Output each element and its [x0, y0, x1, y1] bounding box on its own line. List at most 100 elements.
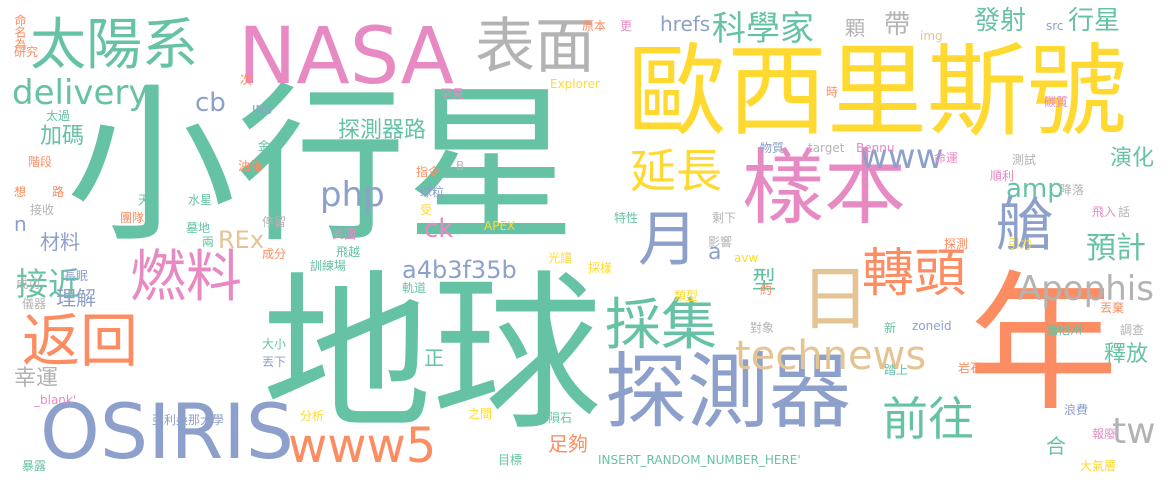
word: 成分 — [262, 247, 287, 261]
word: 加碼 — [40, 124, 85, 149]
word: 話 — [1118, 205, 1131, 219]
word: 新 — [884, 321, 897, 335]
word: 太陽系 — [30, 13, 198, 78]
word: 軌道 — [402, 281, 427, 295]
word: 飛入 — [1092, 205, 1117, 219]
word: 歐西里斯號 — [627, 33, 1127, 150]
word: 之間 — [468, 407, 493, 421]
word: www — [860, 137, 944, 177]
word: 理解 — [56, 286, 96, 310]
word: 合 — [1046, 434, 1066, 458]
word: delivery — [12, 73, 149, 113]
word: 命運 — [934, 151, 959, 165]
word: 亞利桑那大學 — [152, 413, 225, 427]
word: hrefs — [660, 12, 711, 36]
word: 引力 — [1008, 237, 1033, 251]
word: 訓練場 — [310, 259, 347, 273]
word: 碳質 — [1044, 95, 1069, 109]
word: 顆 — [845, 16, 865, 40]
word: ck — [424, 214, 454, 244]
word: 小行星 — [66, 68, 577, 266]
word: php — [320, 175, 385, 215]
word: 接收 — [30, 203, 55, 217]
word: avw — [734, 251, 759, 265]
word: 預計 — [1086, 231, 1146, 266]
word: 降落 — [1060, 183, 1085, 197]
word: 調查 — [1120, 323, 1145, 337]
word: 丟下 — [262, 355, 287, 369]
word: 暴露 — [22, 459, 47, 473]
word: 採樣 — [588, 261, 613, 275]
word: 影響 — [708, 235, 733, 249]
word: 太過 — [46, 109, 71, 123]
word: 目標 — [498, 453, 523, 467]
word: 採集 — [605, 293, 717, 358]
word: zoneid — [912, 319, 952, 333]
word: 足夠 — [548, 432, 588, 456]
word: 踏上 — [884, 363, 909, 377]
word: 正 — [424, 346, 444, 370]
word: 月 — [638, 205, 698, 275]
word: 探測 — [944, 237, 969, 251]
word: 型 — [752, 266, 776, 294]
word: 次 — [240, 73, 253, 87]
word: 約 — [760, 283, 773, 297]
word: OSIRIS — [40, 387, 294, 476]
word: 分析 — [300, 409, 325, 423]
word: 研究 — [14, 45, 39, 59]
word: Explorer — [550, 77, 600, 91]
word: a — [708, 240, 722, 265]
word: 長眠 — [64, 269, 89, 283]
word: 物質 — [760, 141, 785, 155]
word: 美國 — [332, 227, 357, 241]
word: 路 — [52, 185, 65, 199]
word: 探測器路 — [338, 118, 427, 143]
word: 釋放 — [1104, 342, 1149, 367]
word: 樣本 — [742, 141, 907, 236]
word: a4b3f35b — [402, 256, 517, 284]
word: 延長 — [630, 144, 722, 198]
word: 科學家 — [712, 9, 814, 49]
word: 油箱 — [238, 159, 263, 173]
word: _blank' — [34, 393, 77, 407]
word: 艙 — [996, 191, 1055, 259]
word: Apophis — [1018, 269, 1154, 309]
word: 探測器 — [605, 345, 852, 440]
word: www5 — [288, 418, 437, 474]
word: 金星 — [258, 139, 283, 153]
word: 材料 — [40, 230, 80, 254]
word: INSERT_RANDOM_NUMBER_HERE' — [598, 453, 801, 467]
word: 行星 — [1068, 6, 1121, 36]
word: 岩石 — [958, 361, 983, 375]
word: 特性 — [614, 211, 639, 225]
word: 剩下 — [712, 211, 737, 225]
word: 發射 — [974, 6, 1027, 36]
word: n — [14, 212, 27, 236]
word: 地球 — [262, 256, 603, 454]
word: 隕石 — [548, 411, 573, 425]
word: tw — [1112, 411, 1156, 452]
word: REx — [218, 226, 265, 254]
word: 轉頭 — [862, 244, 967, 304]
word: cb — [195, 88, 226, 118]
word: 飛越 — [336, 245, 361, 259]
word: 前往 — [882, 392, 974, 446]
word: 儀器 — [22, 297, 47, 311]
word: amp — [1006, 174, 1064, 204]
word: 水星 — [188, 193, 213, 207]
word: 成功 — [16, 277, 41, 291]
word: NASA — [238, 12, 455, 102]
word: 球粒 — [420, 185, 445, 199]
word: 兩 — [202, 235, 215, 249]
word: img — [920, 29, 943, 43]
word: 罕見 — [440, 87, 465, 101]
word: 原本 — [582, 19, 607, 33]
word: 墓地 — [186, 221, 211, 235]
word: 時 — [826, 85, 839, 99]
word: S — [940, 69, 948, 83]
word: 類型 — [674, 289, 699, 303]
word: 大小 — [262, 337, 287, 351]
word: 想 — [14, 185, 27, 199]
word: 大氣層 — [1080, 459, 1117, 473]
